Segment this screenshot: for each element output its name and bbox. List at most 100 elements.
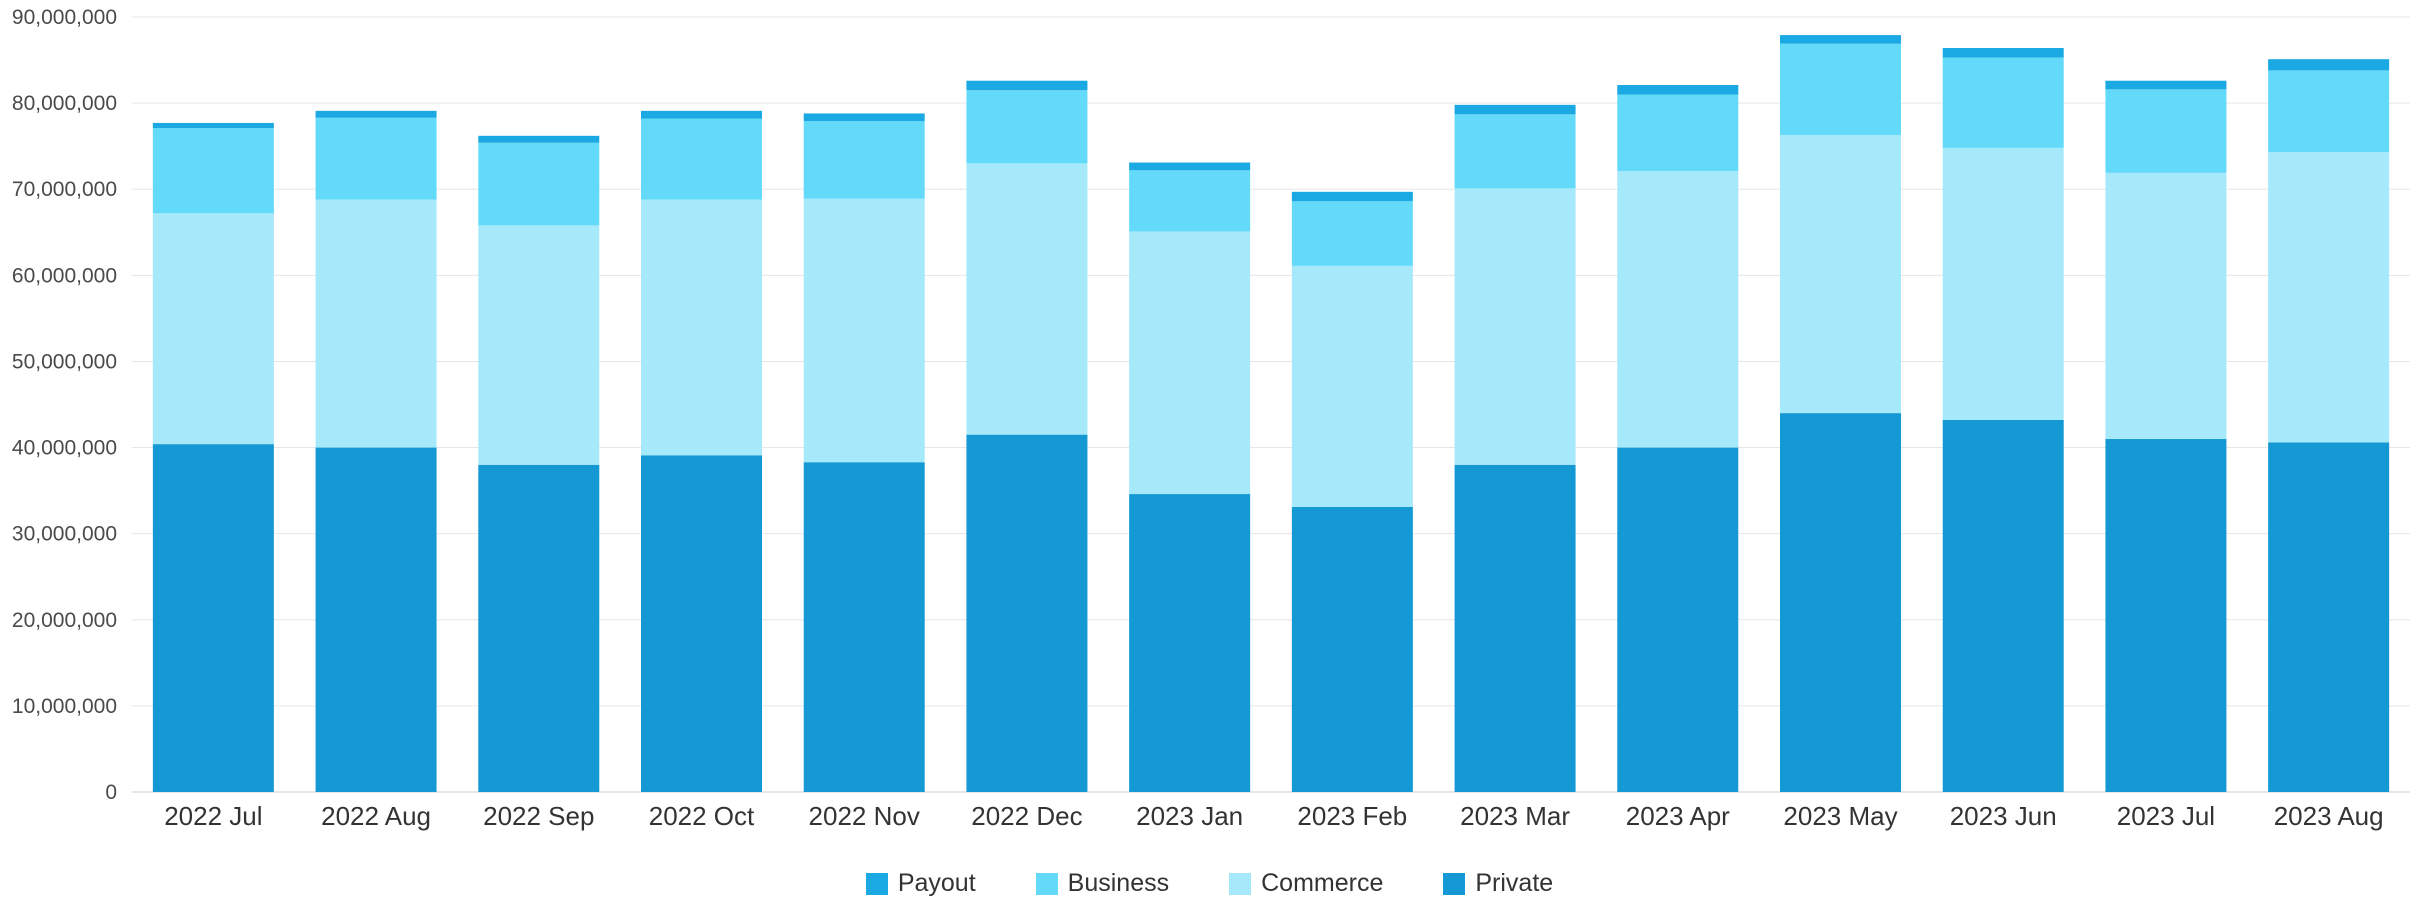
bar-segment-commerce[interactable] — [2268, 152, 2390, 443]
bar-segment-private[interactable] — [152, 444, 274, 792]
bar-stack[interactable] — [478, 135, 600, 792]
bar-stack[interactable] — [2268, 59, 2390, 792]
bar-segment-payout[interactable] — [1454, 104, 1576, 115]
bar-segment-business[interactable] — [1454, 114, 1576, 189]
bar-stack[interactable] — [1129, 162, 1251, 792]
bar-segment-private[interactable] — [1129, 494, 1251, 792]
bar-segment-private[interactable] — [2105, 438, 2227, 792]
bar-segment-payout[interactable] — [2268, 59, 2390, 71]
bar-stack[interactable] — [1454, 104, 1576, 792]
bar-segment-payout[interactable] — [1617, 85, 1739, 95]
bar-stack[interactable] — [966, 80, 1088, 792]
y-tick-label: 80,000,000 — [12, 92, 117, 115]
x-tick-label: 2023 Jun — [1950, 801, 2057, 831]
bar-segment-payout[interactable] — [1129, 162, 1251, 171]
y-tick-label: 20,000,000 — [12, 609, 117, 632]
bar-segment-commerce[interactable] — [2105, 172, 2227, 439]
x-tick-label: 2022 Sep — [483, 801, 594, 831]
bar-segment-private[interactable] — [641, 455, 762, 792]
bar-segment-payout[interactable] — [152, 122, 274, 129]
bar-segment-commerce[interactable] — [315, 199, 437, 448]
bar-stack[interactable] — [2105, 80, 2227, 792]
bar-stack[interactable] — [1617, 85, 1739, 792]
x-tick-label: 2022 Oct — [649, 801, 755, 831]
bar-segment-payout[interactable] — [1942, 48, 2064, 58]
x-tick-label: 2023 Mar — [1460, 801, 1570, 831]
x-tick-label: 2023 Aug — [2274, 801, 2384, 831]
x-tick-label: 2023 Jul — [2117, 801, 2215, 831]
bar-stack[interactable] — [1942, 48, 2064, 792]
bar-segment-commerce[interactable] — [1454, 188, 1576, 465]
bar-stack[interactable] — [641, 110, 762, 792]
bar-stack[interactable] — [1291, 191, 1413, 792]
bar-segment-private[interactable] — [2268, 442, 2390, 792]
bar-segment-payout[interactable] — [1291, 191, 1413, 202]
x-tick-label: 2023 Jan — [1136, 801, 1243, 831]
bar-segment-private[interactable] — [315, 447, 437, 792]
legend-swatch — [1443, 872, 1466, 895]
bar-segment-business[interactable] — [1617, 94, 1739, 172]
bar-segment-payout[interactable] — [966, 80, 1088, 91]
y-tick-label: 0 — [105, 781, 117, 804]
bar-stack[interactable] — [1780, 35, 1901, 792]
bar-segment-business[interactable] — [803, 121, 925, 199]
bar-segment-business[interactable] — [966, 90, 1088, 164]
legend-item-business[interactable]: Business — [1035, 869, 1170, 898]
legend-label: Payout — [897, 869, 976, 897]
y-tick-label: 30,000,000 — [12, 523, 117, 546]
bar-segment-commerce[interactable] — [1291, 265, 1413, 507]
bar-segment-business[interactable] — [641, 118, 762, 200]
bar-segment-private[interactable] — [966, 434, 1088, 792]
bar-segment-commerce[interactable] — [1942, 147, 2064, 420]
legend-label: Commerce — [1261, 869, 1384, 897]
bar-segment-commerce[interactable] — [966, 163, 1088, 435]
bar-segment-commerce[interactable] — [1617, 171, 1739, 448]
bar-segment-business[interactable] — [478, 142, 600, 226]
bar-segment-commerce[interactable] — [1780, 134, 1901, 414]
bar-segment-private[interactable] — [1780, 413, 1901, 792]
bar-segment-private[interactable] — [1454, 464, 1576, 792]
legend-item-payout[interactable]: Payout — [865, 869, 976, 898]
bar-segment-payout[interactable] — [315, 110, 437, 118]
legend-swatch — [1035, 872, 1058, 895]
y-tick-label: 50,000,000 — [12, 350, 117, 373]
bar-segment-business[interactable] — [1942, 57, 2064, 148]
bar-segment-commerce[interactable] — [478, 225, 600, 465]
x-tick-label: 2023 Apr — [1626, 801, 1730, 831]
bar-segment-payout[interactable] — [1780, 35, 1901, 44]
bar-segment-private[interactable] — [1942, 420, 2064, 792]
bar-segment-commerce[interactable] — [152, 213, 274, 445]
bar-segment-commerce[interactable] — [1129, 231, 1251, 495]
bar-segment-business[interactable] — [152, 128, 274, 214]
y-tick-label: 10,000,000 — [12, 695, 117, 718]
bar-segment-payout[interactable] — [803, 113, 925, 122]
bar-stack[interactable] — [152, 122, 274, 792]
bar-segment-private[interactable] — [478, 464, 600, 792]
legend-item-private[interactable]: Private — [1443, 869, 1553, 898]
x-tick-label: 2022 Nov — [809, 801, 920, 831]
legend-item-commerce[interactable]: Commerce — [1229, 869, 1383, 898]
bar-stack[interactable] — [315, 110, 437, 792]
legend-label: Business — [1067, 869, 1170, 897]
bar-segment-commerce[interactable] — [641, 199, 762, 456]
bar-segment-payout[interactable] — [2105, 80, 2227, 90]
bar-segment-business[interactable] — [2105, 89, 2227, 173]
y-tick-label: 70,000,000 — [12, 178, 117, 201]
bar-segment-private[interactable] — [1291, 506, 1413, 792]
bar-segment-payout[interactable] — [478, 135, 600, 143]
bar-segment-commerce[interactable] — [803, 198, 925, 463]
bar-stack[interactable] — [803, 113, 925, 792]
bar-segment-payout[interactable] — [641, 110, 762, 119]
bar-segment-business[interactable] — [1291, 201, 1413, 266]
bar-segment-business[interactable] — [2268, 70, 2390, 153]
x-tick-label: 2022 Aug — [321, 801, 431, 831]
bar-segment-business[interactable] — [1780, 43, 1901, 135]
bar-segment-business[interactable] — [315, 117, 437, 200]
bar-segment-private[interactable] — [1617, 447, 1739, 792]
bar-segment-business[interactable] — [1129, 170, 1251, 232]
bar-segment-private[interactable] — [803, 462, 925, 792]
legend-swatch — [1229, 872, 1252, 895]
legend: Payout Business Commerce Private — [0, 868, 2419, 899]
